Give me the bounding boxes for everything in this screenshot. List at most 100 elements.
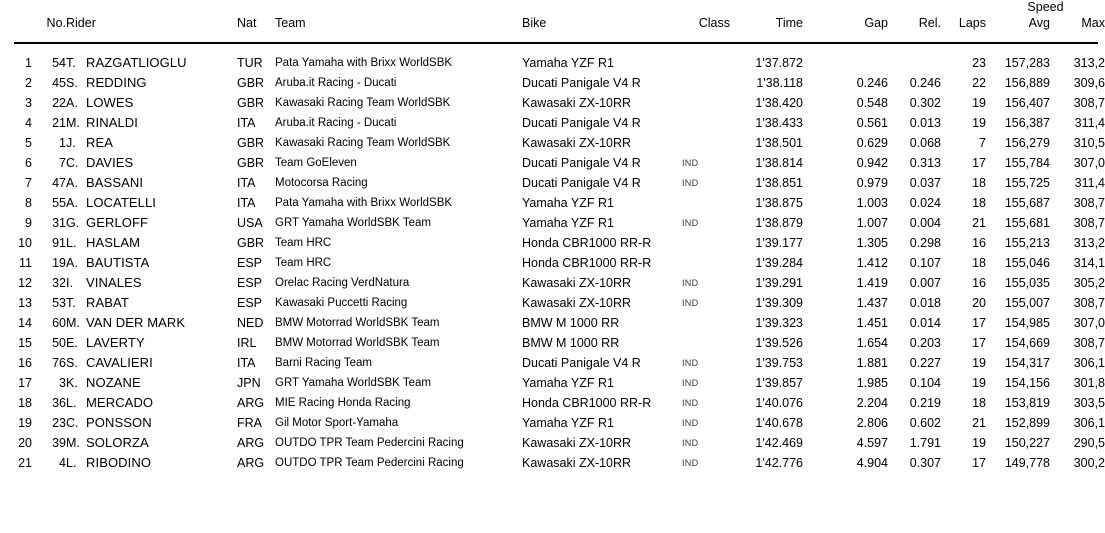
column-header-position[interactable] <box>0 15 32 33</box>
table-row[interactable]: 15 50 E. LAVERTY IRL BMW Motorrad WorldSBK Te… <box>0 333 1105 353</box>
table-row[interactable]: 13 53 T. RABAT ESP Kawasaki Puccetti Racing Ka… <box>0 293 1105 313</box>
column-header-number[interactable]: No. <box>46 16 66 30</box>
result-position: 19 <box>18 416 32 430</box>
result-position: 6 <box>25 156 32 170</box>
rider-surname: RABAT <box>86 295 129 310</box>
result-position: 21 <box>18 456 32 470</box>
gap-to-leader: 1.003 <box>856 196 888 210</box>
rider-class <box>682 253 730 273</box>
rider-class: IND <box>682 418 699 428</box>
max-speed: 303,5 <box>1073 396 1105 410</box>
table-row[interactable]: 10 91 L. HASLAM GBR Team HRC Honda CBR1000 RR-… <box>0 233 1105 253</box>
relative-gap: 0.018 <box>909 296 941 310</box>
table-row[interactable]: 2 45 S. REDDING GBR Aruba.it Racing - Ducati D… <box>0 73 1105 93</box>
rider-bike: Kawasaki ZX-10RR <box>522 296 632 310</box>
rider-class: IND <box>682 278 699 288</box>
best-lap-time: 1'38.420 <box>755 96 803 110</box>
rider-surname: LAVERTY <box>86 335 145 350</box>
table-row[interactable]: 7 47 A. BASSANI ITA Motocorsa Racing Ducati Pa… <box>0 173 1105 193</box>
rider-nationality: ESP <box>237 276 263 290</box>
rider-nationality: JPN <box>237 376 261 390</box>
table-row[interactable]: 3 22 A. LOWES GBR Kawasaki Racing Team WorldS… <box>0 93 1105 113</box>
table-row[interactable]: 5 1 J. REA GBR Kawasaki Racing Team WorldSBK K… <box>0 133 1105 153</box>
column-header-rel[interactable]: Rel. <box>918 16 941 30</box>
column-header-avg-speed[interactable]: Avg <box>1028 16 1050 30</box>
table-row[interactable]: 4 21 M. RINALDI ITA Aruba.it Racing - Ducati D… <box>0 113 1105 133</box>
best-lap-time: 1'39.291 <box>755 276 803 290</box>
rider-class <box>682 333 730 353</box>
rider-team: MIE Racing Honda Racing <box>275 397 411 409</box>
table-row[interactable]: 9 31 G. GERLOFF USA GRT Yamaha WorldSBK Team Y… <box>0 213 1105 233</box>
laps-completed: 19 <box>972 376 986 390</box>
result-position: 1 <box>25 56 32 70</box>
column-header-gap[interactable]: Gap <box>864 16 888 30</box>
rider-initial: C. <box>66 156 79 170</box>
laps-completed: 20 <box>972 296 986 310</box>
column-header-max-speed[interactable]: Max <box>1081 16 1105 30</box>
relative-gap: 0.203 <box>909 336 941 350</box>
rider-class: IND <box>682 218 699 228</box>
rider-number: 23 <box>52 416 66 430</box>
column-header-team[interactable]: Team <box>275 16 306 30</box>
table-row[interactable]: 19 23 C. PONSSON FRA Gil Motor Sport-Yamaha Ya… <box>0 413 1105 433</box>
table-row[interactable]: 8 55 A. LOCATELLI ITA Pata Yamaha with Brixx … <box>0 193 1105 213</box>
rider-number: 4 <box>59 456 66 470</box>
average-speed: 154,985 <box>1004 316 1050 330</box>
relative-gap: 0.007 <box>909 276 941 290</box>
rider-surname: HASLAM <box>86 235 141 250</box>
max-speed: 305,2 <box>1073 276 1105 290</box>
average-speed: 153,819 <box>1004 396 1050 410</box>
rider-team: Gil Motor Sport-Yamaha <box>275 417 399 429</box>
table-row[interactable]: 20 39 M. SOLORZA ARG OUTDO TPR Team Pedercini… <box>0 433 1105 453</box>
table-row[interactable]: 21 4 L. RIBODINO ARG OUTDO TPR Team Pedercini… <box>0 453 1105 473</box>
gap-to-leader: 0.246 <box>856 76 888 90</box>
column-header-row: No. Rider Nat Team Bike Class Time Gap R… <box>0 15 1105 33</box>
average-speed: 155,784 <box>1004 156 1050 170</box>
header-rule-row <box>0 33 1105 53</box>
rider-nationality: ITA <box>237 196 256 210</box>
average-speed: 154,156 <box>1004 376 1050 390</box>
max-speed: 308,7 <box>1073 196 1105 210</box>
table-row[interactable]: 6 7 C. DAVIES GBR Team GoEleven Ducati Panigal… <box>0 153 1105 173</box>
table-row[interactable]: 12 32 I. VINALES ESP Orelac Racing VerdNatura… <box>0 273 1105 293</box>
relative-gap: 0.104 <box>909 376 941 390</box>
table-row[interactable]: 16 76 S. CAVALIERI ITA Barni Racing Team Ducat… <box>0 353 1105 373</box>
table-row[interactable]: 14 60 M. VAN DER MARK NED BMW Motorrad WorldS… <box>0 313 1105 333</box>
rider-bike: Ducati Panigale V4 R <box>522 176 641 190</box>
rider-nationality: USA <box>237 216 263 230</box>
average-speed: 156,407 <box>1004 96 1050 110</box>
best-lap-time: 1'42.776 <box>755 456 803 470</box>
rider-team: Kawasaki Racing Team WorldSBK <box>275 97 451 109</box>
rider-bike: BMW M 1000 RR <box>522 316 620 330</box>
column-header-bike[interactable]: Bike <box>522 16 547 30</box>
gap-to-leader: 0.942 <box>856 156 888 170</box>
column-header-class[interactable]: Class <box>698 16 730 30</box>
header-rule-cell <box>0 33 1105 53</box>
max-speed: 308,7 <box>1073 96 1105 110</box>
rider-surname: REDDING <box>86 75 147 90</box>
gap-to-leader: 4.904 <box>856 456 888 470</box>
table-row[interactable]: 17 3 K. NOZANE JPN GRT Yamaha WorldSBK Team Ya… <box>0 373 1105 393</box>
average-speed: 149,778 <box>1004 456 1050 470</box>
table-row[interactable]: 11 19 A. BAUTISTA ESP Team HRC Honda CBR1000 R… <box>0 253 1105 273</box>
gap-to-leader: 0.561 <box>856 116 888 130</box>
laps-completed: 19 <box>972 356 986 370</box>
gap-to-leader: 1.419 <box>856 276 888 290</box>
gap-to-leader: 1.007 <box>856 216 888 230</box>
column-header-laps[interactable]: Laps <box>958 16 986 30</box>
result-position: 10 <box>18 236 32 250</box>
table-row[interactable]: 18 36 L. MERCADO ARG MIE Racing Honda Racing H… <box>0 393 1105 413</box>
gap-to-leader: 2.806 <box>856 416 888 430</box>
rider-number: 76 <box>52 356 66 370</box>
column-header-nat[interactable]: Nat <box>237 16 257 30</box>
rider-number: 22 <box>52 96 66 110</box>
gap-to-leader: 1.985 <box>856 376 888 390</box>
rider-bike: Yamaha YZF R1 <box>522 196 614 210</box>
rider-bike: Kawasaki ZX-10RR <box>522 436 632 450</box>
table-row[interactable]: 1 54 T. RAZGATLIOGLU TUR Pata Yamaha with Bri… <box>0 53 1105 73</box>
column-header-time[interactable]: Time <box>775 16 803 30</box>
max-speed: 313,2 <box>1073 56 1105 70</box>
rider-nationality: ARG <box>237 456 265 470</box>
column-header-rider[interactable]: Rider <box>66 16 96 30</box>
max-speed: 307,0 <box>1073 156 1105 170</box>
